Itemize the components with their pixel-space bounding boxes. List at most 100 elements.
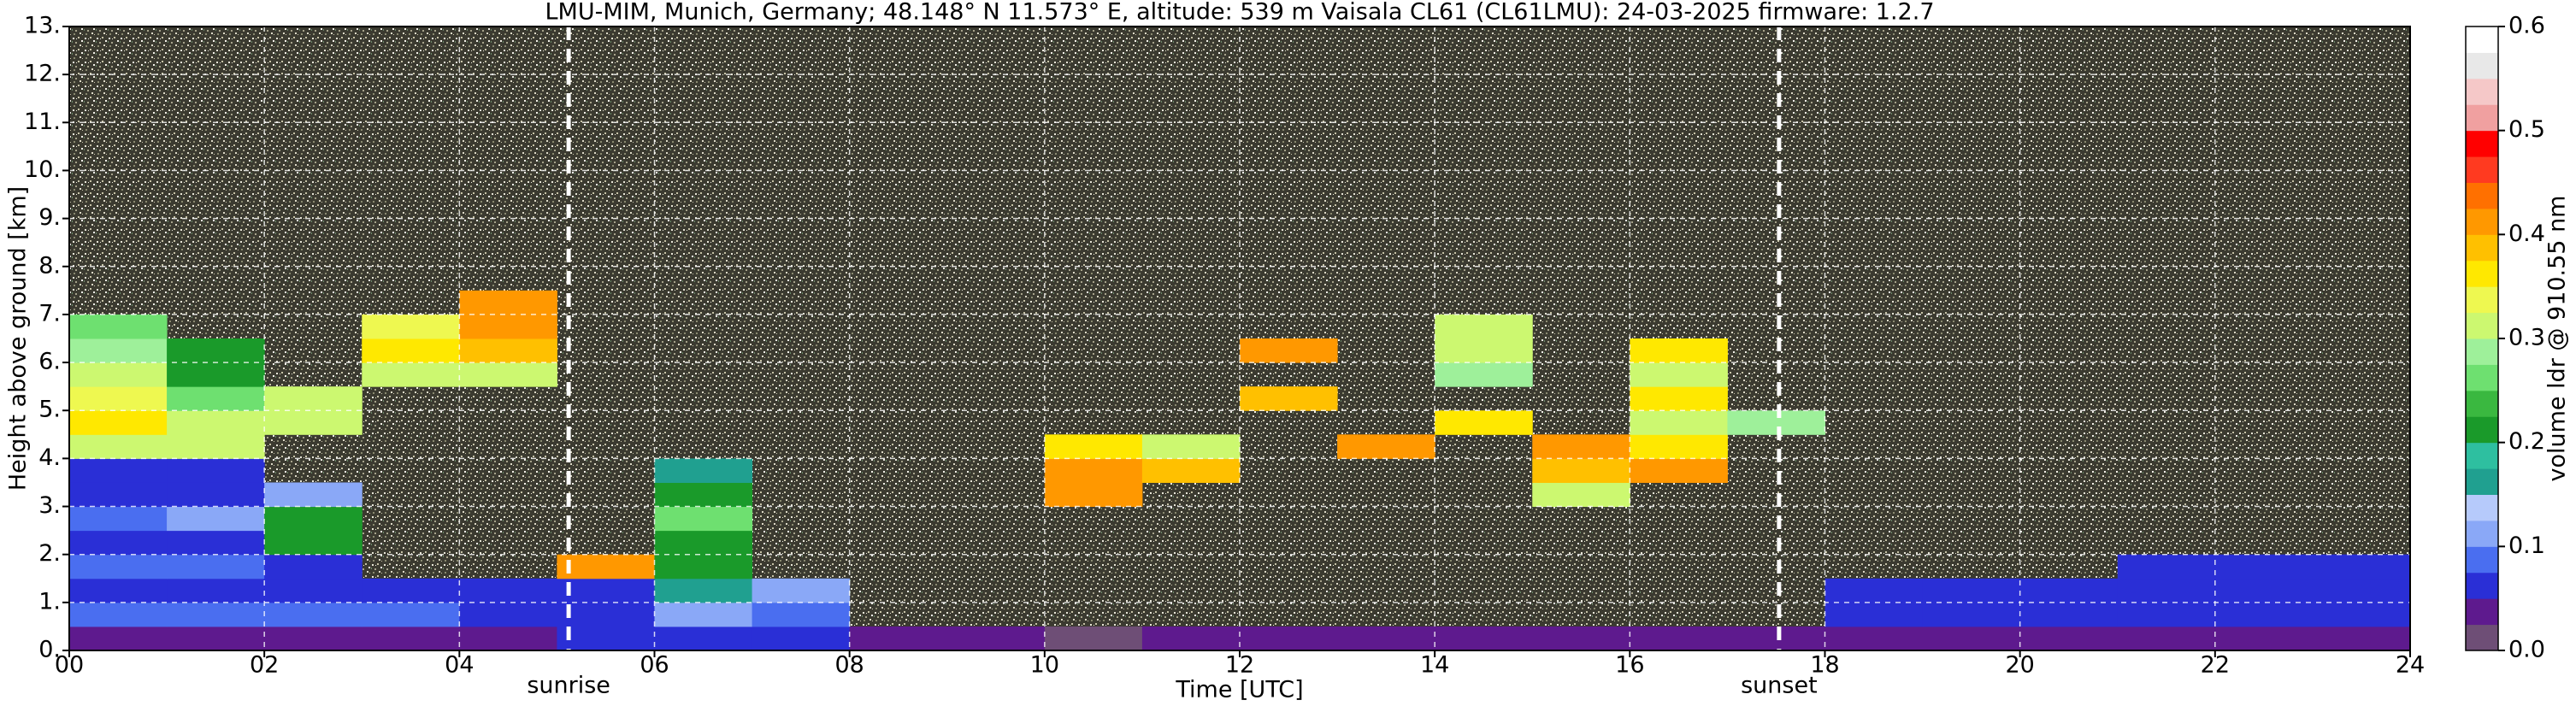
cell [2214,602,2314,627]
x-tick-label: 14 [1420,652,1449,679]
y-tick-label: 10. [24,156,61,183]
colorbar-swatch [2466,182,2498,209]
cell [1824,602,1924,627]
y-tick-label: 3. [38,492,61,519]
x-tick-label: 00 [55,652,84,679]
cell [1532,626,1630,651]
y-tick-label: 7. [38,300,61,327]
cell [654,458,753,483]
cell [167,458,265,483]
cell [459,362,557,387]
x-tick-label: 08 [834,652,864,679]
cell [167,506,265,532]
cell [2019,602,2119,627]
colorbar-swatch [2466,416,2498,444]
cell [264,602,363,627]
cell [1240,338,1338,363]
cell [167,482,265,508]
cell [2214,626,2314,651]
cell [2117,602,2216,627]
cell [2019,626,2119,651]
cell [264,530,363,556]
colorbar-swatch [2466,234,2498,262]
cell [1630,458,1728,483]
cell [1435,338,1533,363]
colorbar-swatch [2466,208,2498,235]
cell [362,602,460,627]
cell [69,362,168,387]
cell [459,578,557,603]
cell [264,482,363,508]
cell [2312,554,2411,580]
cell [1435,410,1533,435]
cell [69,338,168,363]
cell [1630,338,1728,363]
y-axis-label: Height above ground [km] [5,186,32,491]
cell [1630,434,1728,459]
x-tick-label: 10 [1030,652,1059,679]
cell [167,530,265,556]
cell [1630,626,1728,651]
colorbar-tick-label: 0.5 [2508,116,2545,143]
cell [557,554,655,580]
cell [1141,458,1241,483]
cell [2117,626,2216,651]
y-tick-label: 12. [24,61,61,87]
colorbar-tick-label: 0.1 [2508,532,2545,559]
cell [167,434,265,459]
colorbar-swatch [2466,546,2498,574]
cell [69,314,168,339]
cell [1435,626,1533,651]
cell [69,530,168,556]
x-axis-label: Time [UTC] [1175,677,1303,703]
cell [946,626,1046,651]
colorbar-swatch [2466,156,2498,183]
y-tick-label: 2. [38,540,61,567]
cell [752,626,851,651]
cell [362,338,460,363]
cell [654,554,753,580]
x-tick-label: 20 [2005,652,2034,679]
x-tick-label: 04 [445,652,474,679]
cell [654,482,753,508]
cell [1435,314,1533,339]
cell [69,602,168,627]
y-tick-label: 1. [38,588,61,615]
cell [2214,578,2314,603]
colorbar-tick-label: 0.6 [2508,13,2545,39]
cell [69,506,168,532]
cell [167,602,265,627]
cell [1044,458,1143,483]
cell [1630,386,1728,411]
event-label: sunset [1741,673,1818,699]
cell [2312,602,2411,627]
x-tick-label: 22 [2201,652,2230,679]
colorbar-swatch [2466,78,2498,105]
cell [654,530,753,556]
cell [557,626,655,651]
cell [69,410,168,435]
y-tick-label: 9. [38,204,61,231]
colorbar-swatch [2466,338,2498,365]
x-tick-label: 16 [1615,652,1644,679]
colorbar-swatch [2466,442,2498,469]
cell [2214,554,2314,580]
cell [69,458,168,483]
y-tick-label: 13. [24,13,61,39]
cell [459,338,557,363]
cell [1824,626,1924,651]
cell [1044,482,1143,508]
cell [362,314,460,339]
chart-title: LMU-MIM, Munich, Germany; 48.148° N 11.5… [545,0,1934,26]
cell [1337,626,1435,651]
cell [362,362,460,387]
cell [654,506,753,532]
colorbar-swatch [2466,364,2498,391]
x-tick-label: 18 [1810,652,1839,679]
cell [557,602,655,627]
cell [459,602,557,627]
cell [264,410,363,435]
cell [167,410,265,435]
cell [69,554,168,580]
